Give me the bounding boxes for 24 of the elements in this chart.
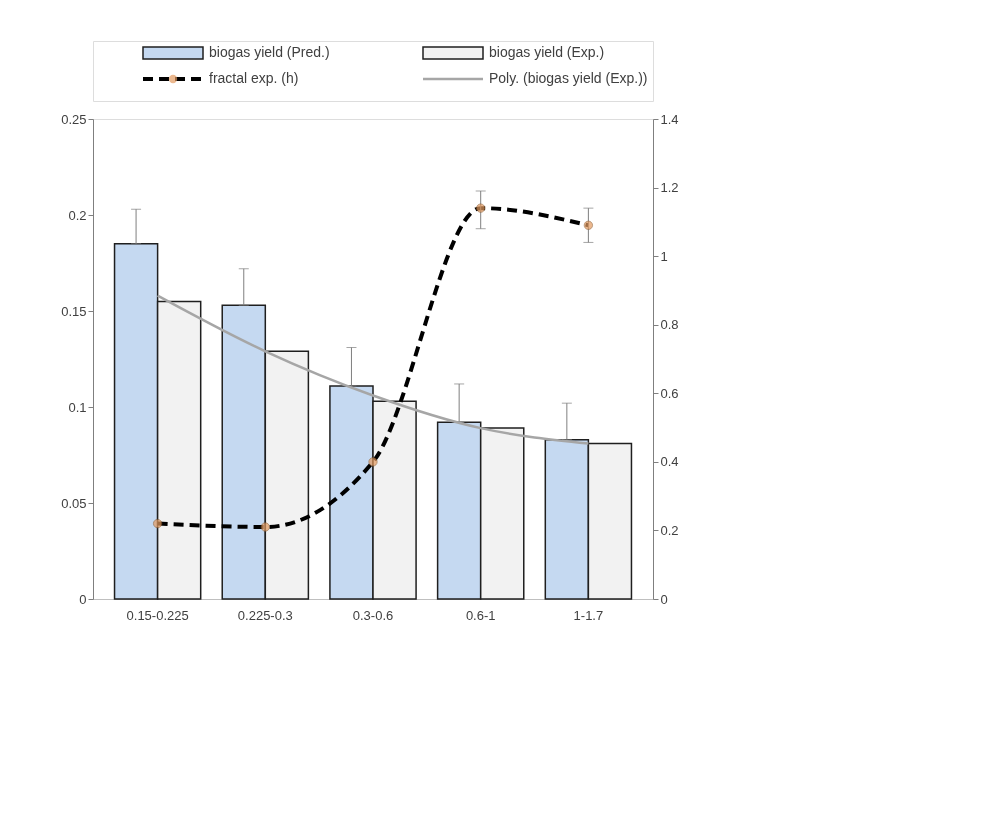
y-tick-label: 0.05 <box>61 495 87 511</box>
x-tick-label: 0.15-0.225 <box>126 607 189 623</box>
y-tick-label: 0 <box>79 591 87 607</box>
y2-tick-label: 0.2 <box>660 522 679 538</box>
x-tick-label: 0.6-1 <box>465 607 496 623</box>
y2-tick-label: 0.6 <box>660 385 679 401</box>
x-tick-label: 0.225-0.3 <box>237 607 293 623</box>
y-tick-label: 0.15 <box>61 303 87 319</box>
x-tick-label: 0.3-0.6 <box>352 607 394 623</box>
legend-label: biogas yield (Pred.) <box>209 44 330 60</box>
y-tick-label: 0.1 <box>68 399 87 415</box>
legend-label: biogas yield (Exp.) <box>489 44 605 60</box>
y-tick-label: 0.25 <box>61 111 87 127</box>
y-tick-label: 0.2 <box>68 207 87 223</box>
y2-tick-label: 1.4 <box>660 111 679 127</box>
y2-tick-label: 0 <box>660 591 668 607</box>
line-series <box>156 294 590 445</box>
y2-tick-label: 0.8 <box>660 317 679 333</box>
y2-tick-label: 1 <box>660 248 668 264</box>
y2-tick-label: 0.4 <box>660 454 679 470</box>
legend-label: fractal exp. (h) <box>209 70 299 86</box>
legend-label: Poly. (biogas yield (Exp.)) <box>489 70 648 86</box>
y2-tick-label: 1.2 <box>660 180 679 196</box>
x-tick-label: 1-1.7 <box>573 607 604 623</box>
